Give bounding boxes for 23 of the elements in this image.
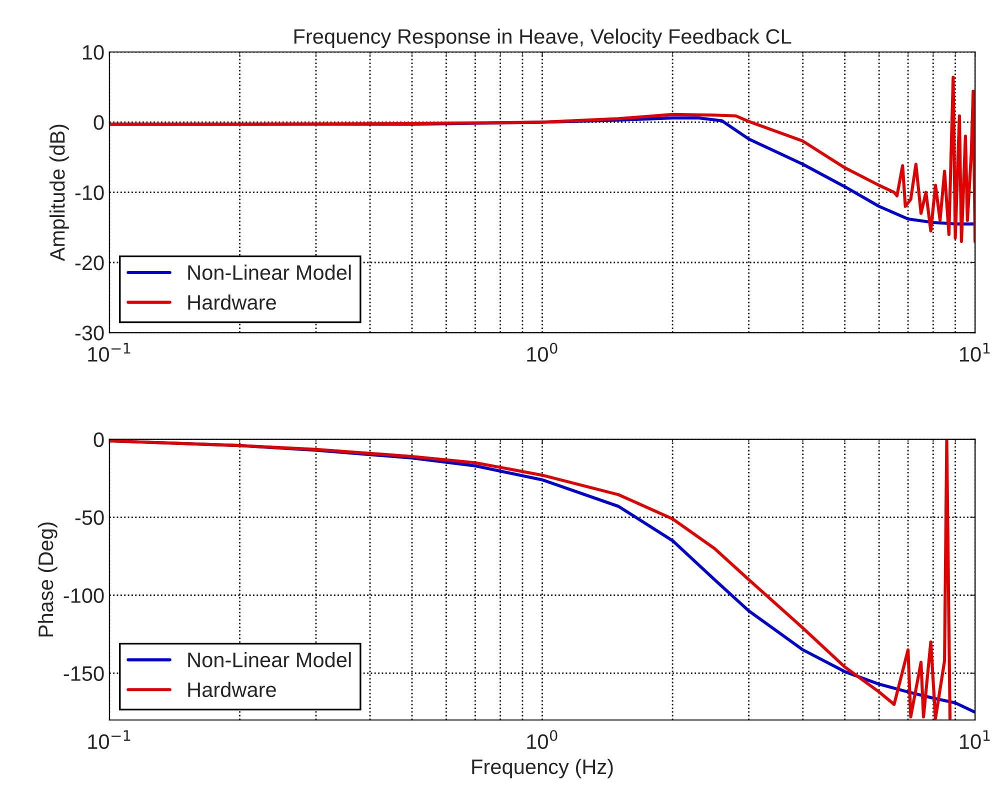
legend-label: Non-Linear Model: [188, 652, 351, 668]
legend-label: Non-Linear Model: [188, 264, 351, 280]
x-tick-label: 10$^{−1}$: [88, 342, 130, 362]
y-tick-label: -150: [64, 666, 104, 681]
x-tick-label: 10$^{1}$: [960, 342, 990, 362]
y-tick-label: -100: [64, 588, 104, 604]
x-tick-label: 10$^{−1}$: [88, 730, 130, 750]
x-axis-title: Frequency (Hz): [472, 758, 613, 778]
y-tick-label: 10: [83, 45, 104, 60]
legend-label: Hardware: [188, 294, 276, 310]
y-tick-label: 0: [94, 432, 104, 448]
x-tick-label: 10$^{1}$: [960, 730, 990, 750]
chart-title: Frequency Response in Heave, Velocity Feedback CL: [294, 28, 792, 48]
y-tick-label: -10: [75, 185, 104, 200]
y-tick-label: -30: [75, 326, 104, 340]
x-tick-label: 10$^{0}$: [527, 730, 558, 750]
y-tick-label: -50: [75, 510, 104, 526]
y-tick-label: 0: [94, 115, 104, 130]
y-axis-title: Amplitude (dB): [50, 124, 69, 262]
y-tick-label: -20: [75, 256, 104, 270]
y-axis-title: Phase (Deg): [38, 522, 58, 636]
x-tick-label: 10$^{0}$: [527, 342, 558, 362]
legend-label: Hardware: [188, 682, 276, 698]
